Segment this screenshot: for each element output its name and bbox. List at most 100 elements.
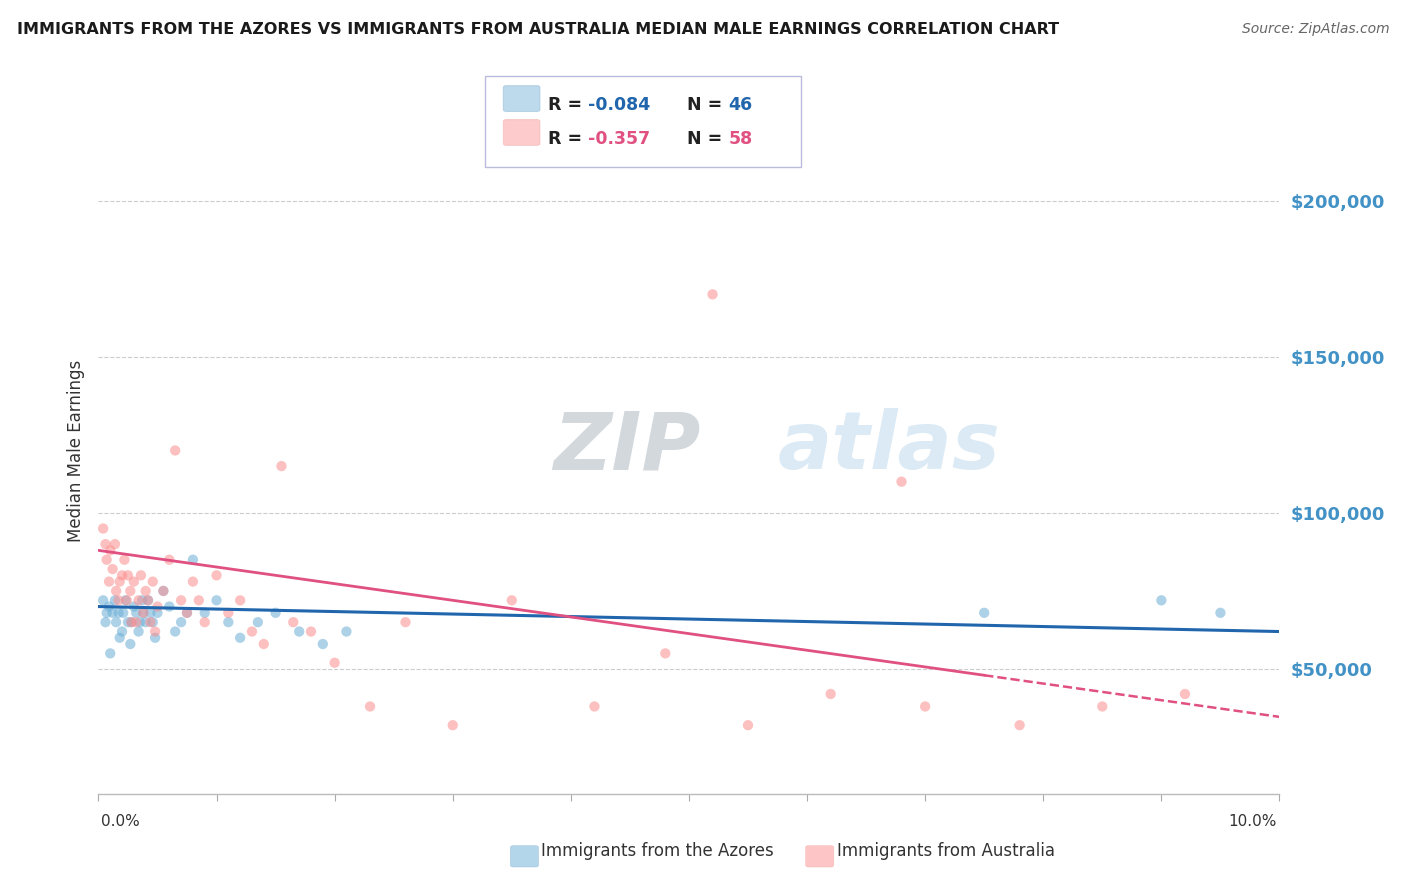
Point (98, 574, 121, 589)
Point (91, 593, 114, 607)
Point (125, 615, 148, 630)
Point (101, 562, 124, 576)
Point (101, 606, 124, 620)
Point (105, 615, 128, 630)
Point (91, 521, 114, 535)
Point (112, 552, 135, 567)
Point (143, 631, 166, 645)
Text: 46: 46 (728, 96, 752, 114)
Point (152, 583, 174, 598)
Point (312, 637, 335, 651)
Point (104, 593, 127, 607)
Point (205, 568, 228, 582)
Text: N =: N = (675, 96, 728, 114)
Point (136, 593, 159, 607)
Point (136, 593, 159, 607)
Point (139, 615, 162, 630)
Text: ZIP: ZIP (553, 408, 700, 486)
Point (96, 552, 118, 567)
Point (217, 606, 239, 620)
Point (583, 699, 606, 714)
Point (165, 624, 187, 639)
Point (194, 606, 217, 620)
Point (394, 615, 416, 630)
Point (176, 606, 198, 620)
Point (165, 443, 187, 458)
Point (335, 624, 357, 639)
Point (246, 615, 269, 630)
Point (187, 593, 209, 607)
Point (229, 593, 252, 607)
Point (288, 624, 311, 639)
Point (146, 606, 169, 620)
Point (973, 606, 995, 620)
Point (176, 606, 198, 620)
Text: R =: R = (548, 130, 589, 148)
Text: Immigrants from Australia: Immigrants from Australia (837, 842, 1054, 860)
Point (129, 568, 152, 582)
Point (131, 593, 153, 607)
Point (270, 458, 292, 473)
Point (359, 699, 381, 714)
Point (94, 615, 117, 630)
Point (501, 593, 523, 607)
Point (98, 543, 121, 558)
Point (143, 624, 166, 639)
Point (104, 537, 127, 551)
Point (654, 646, 676, 660)
Point (170, 615, 193, 630)
Point (128, 615, 150, 630)
Point (135, 615, 157, 630)
Point (132, 606, 155, 620)
Point (128, 593, 150, 607)
Point (121, 615, 143, 630)
Point (105, 583, 128, 598)
Point (108, 574, 131, 589)
Point (114, 593, 136, 607)
Point (146, 599, 169, 614)
Point (170, 593, 193, 607)
Point (108, 631, 131, 645)
Point (181, 552, 204, 567)
Point (107, 593, 129, 607)
Point (194, 615, 217, 630)
Point (1091, 699, 1114, 714)
Point (157, 599, 180, 614)
Point (217, 615, 239, 630)
Point (94, 537, 117, 551)
Text: -0.084: -0.084 (588, 96, 650, 114)
Point (264, 606, 287, 620)
Point (702, 287, 724, 301)
Point (117, 568, 139, 582)
Point (441, 718, 464, 732)
Text: 58: 58 (728, 130, 752, 148)
Text: -0.357: -0.357 (588, 130, 650, 148)
Point (253, 637, 276, 651)
Point (737, 718, 759, 732)
Point (890, 475, 912, 489)
Point (96, 606, 118, 620)
Point (122, 599, 145, 614)
Point (107, 606, 129, 620)
Point (120, 583, 142, 598)
Point (142, 615, 165, 630)
Point (122, 574, 145, 589)
Point (117, 615, 139, 630)
Point (152, 583, 174, 598)
Text: N =: N = (675, 130, 728, 148)
Point (1008, 718, 1031, 732)
Point (111, 568, 134, 582)
Point (299, 624, 322, 639)
Point (112, 606, 135, 620)
Point (157, 552, 180, 567)
Text: IMMIGRANTS FROM THE AZORES VS IMMIGRANTS FROM AUSTRALIA MEDIAN MALE EARNINGS COR: IMMIGRANTS FROM THE AZORES VS IMMIGRANTS… (17, 22, 1059, 37)
Point (181, 574, 204, 589)
Point (205, 593, 228, 607)
Point (98, 599, 121, 614)
Point (111, 624, 134, 639)
Point (98, 646, 121, 660)
Point (115, 593, 138, 607)
Text: 10.0%: 10.0% (1229, 814, 1277, 829)
Point (283, 615, 305, 630)
Text: R =: R = (548, 96, 589, 114)
